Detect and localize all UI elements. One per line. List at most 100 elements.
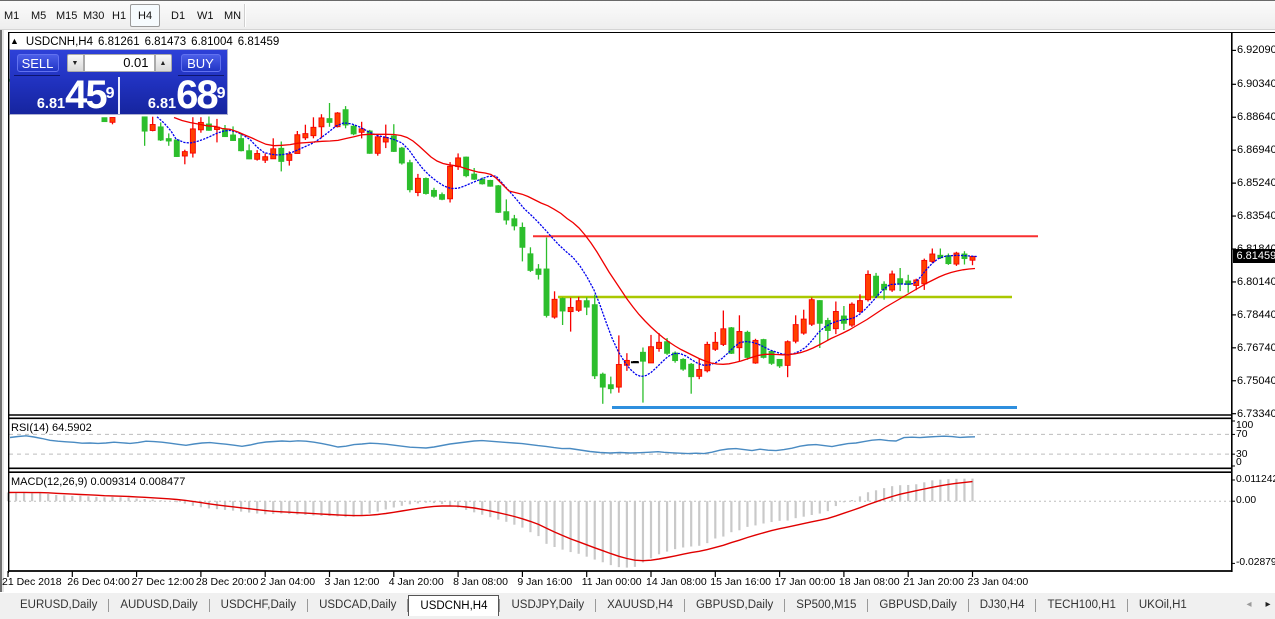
candle-body xyxy=(720,328,727,345)
candle-body xyxy=(945,255,952,265)
lot-decrease-button[interactable]: ▼ xyxy=(66,54,84,72)
chart-tab-sp500-m15[interactable]: SP500,M15 xyxy=(796,599,857,611)
time-scale-label: 27 Dec 12:00 xyxy=(131,576,195,588)
ohlc-high: 6.81473 xyxy=(144,36,187,48)
rsi-scale-label: 70 xyxy=(1236,429,1248,440)
timeframe-button-h1[interactable]: H1 xyxy=(112,10,127,22)
candle-body xyxy=(857,300,863,312)
chart-tab-gbpusd-daily[interactable]: GBPUSD,Daily xyxy=(879,599,957,611)
timeframe-button-d1[interactable]: D1 xyxy=(171,10,186,22)
rsi-label: RSI(14) 64.5902 xyxy=(11,422,92,434)
candle-body xyxy=(382,137,389,143)
timeframe-button-m15[interactable]: M15 xyxy=(56,10,78,22)
candle-body xyxy=(149,124,156,131)
candle-body xyxy=(688,363,695,378)
candle-body xyxy=(406,162,413,191)
candle-body xyxy=(519,226,526,248)
candle-body xyxy=(230,134,237,141)
candle-body xyxy=(929,253,936,262)
candle-body xyxy=(937,254,944,259)
candle-body xyxy=(873,275,879,297)
candle-body xyxy=(889,273,896,291)
candle-body xyxy=(205,123,212,131)
timeframe-toolbar: M1 M5 M15 M30 H1 H4 D1 W1 MN xyxy=(0,0,1275,30)
chart-tab-gbpusd-daily[interactable]: GBPUSD,Daily xyxy=(695,599,774,611)
chart-tab-audusd-daily[interactable]: AUDUSD,Daily xyxy=(120,599,198,611)
candle-body xyxy=(173,139,180,157)
candle-body xyxy=(664,341,671,354)
sell-price[interactable]: 6.81459 xyxy=(10,75,118,115)
candle-body xyxy=(543,268,550,316)
candle-body xyxy=(189,128,196,154)
candle-body xyxy=(800,318,807,334)
candle-body xyxy=(479,178,486,185)
time-scale-label: 14 Jan 08:00 xyxy=(646,576,707,588)
candle-body xyxy=(736,331,743,349)
candle-body xyxy=(848,303,855,326)
buy-price[interactable]: 6.81689 xyxy=(120,75,227,115)
sell-button[interactable]: SELL xyxy=(16,54,59,72)
candle-body xyxy=(447,165,454,200)
price-scale-label: 6.73340 xyxy=(1237,407,1275,420)
collapse-triangle-icon[interactable]: ▲ xyxy=(10,36,19,46)
chart-window-border xyxy=(8,32,1275,573)
chart-tab-tech100-h1[interactable]: TECH100,H1 xyxy=(1047,599,1116,611)
rsi-scale-label: 0 xyxy=(1236,457,1242,468)
candle-body xyxy=(141,116,148,132)
buy-button[interactable]: BUY xyxy=(180,54,221,72)
candle-body xyxy=(487,179,494,187)
candle-body xyxy=(583,300,590,308)
timeframe-button-m1[interactable]: M1 xyxy=(4,10,20,22)
sell-price-sup: 9 xyxy=(105,84,115,102)
candle-body xyxy=(551,298,558,318)
candle-body xyxy=(591,304,598,377)
price-scale-label: 6.86940 xyxy=(1237,144,1275,157)
ohlc-close: 6.81459 xyxy=(237,36,280,48)
tab-separator xyxy=(407,599,409,612)
tab-separator xyxy=(784,599,786,612)
timeframe-button-w1[interactable]: W1 xyxy=(197,10,214,22)
current-price-marker: 6.81459 xyxy=(1232,249,1275,264)
candle-body xyxy=(222,129,228,138)
tabs-scroll-left-button[interactable]: ◂ xyxy=(1246,599,1252,610)
chart-tab-usdcad-daily[interactable]: USDCAD,Daily xyxy=(319,599,397,611)
price-scale-label: 6.80140 xyxy=(1237,275,1275,288)
candle-body xyxy=(648,346,654,364)
chart-tab-usdcnh-h4[interactable]: USDCNH,H4 xyxy=(408,595,500,616)
buy-price-big: 68 xyxy=(176,73,218,117)
tabs-scroll-right-button[interactable]: ▸ xyxy=(1265,599,1271,610)
candle-body xyxy=(559,298,566,312)
timeframe-button-m30[interactable]: M30 xyxy=(83,10,105,22)
chart-tab-eurusd-daily[interactable]: EURUSD,Daily xyxy=(20,599,98,611)
candle-body xyxy=(455,157,462,168)
chart-tab-usdchf-daily[interactable]: USDCHF,Daily xyxy=(220,599,297,611)
timeframe-button-m5[interactable]: M5 xyxy=(31,10,47,22)
timeframe-button-mn[interactable]: MN xyxy=(224,10,242,22)
ohlc-open: 6.81261 xyxy=(98,36,140,48)
chart-tab-xauusd-h4[interactable]: XAUUSD,H4 xyxy=(607,599,673,611)
candle-body xyxy=(656,341,662,349)
timeframe-button-h4[interactable]: H4 xyxy=(130,4,161,27)
candle-body xyxy=(270,148,277,160)
price-scale-label: 6.83540 xyxy=(1237,210,1275,223)
candle-body xyxy=(390,135,397,152)
time-scale-label: 18 Jan 08:00 xyxy=(838,576,900,588)
candle-body xyxy=(262,156,269,161)
candle-body xyxy=(696,369,703,377)
rsi-scale-label: 100 xyxy=(1236,419,1254,431)
one-click-trading-panel: SELL ▼ 0.01 ▲ BUY 6.81459 6.81689 xyxy=(9,50,227,115)
chart-tab-dj30-h4[interactable]: DJ30,H4 xyxy=(979,599,1025,611)
price-scale-label: 6.78440 xyxy=(1237,308,1275,321)
candle-body xyxy=(431,189,437,197)
chart-title: ▲ USDCNH,H4 6.81261 6.81473 6.81004 6.81459 xyxy=(10,36,279,49)
candle-body xyxy=(398,147,405,164)
candle-body xyxy=(302,133,309,139)
candle-body xyxy=(575,300,582,311)
lot-size-field[interactable]: 0.01 xyxy=(83,54,155,72)
chart-tab-ukoil-h1[interactable]: UKOil,H1 xyxy=(1138,599,1187,611)
lot-increase-button[interactable]: ▲ xyxy=(154,54,172,72)
chart-tab-usdjpy-daily[interactable]: USDJPY,Daily xyxy=(511,599,585,611)
candle-body xyxy=(567,306,574,313)
candle-body xyxy=(503,211,510,221)
